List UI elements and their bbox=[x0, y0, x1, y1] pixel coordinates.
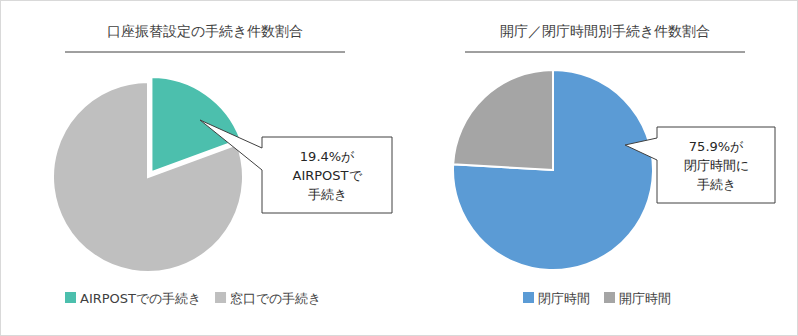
pie-slice bbox=[453, 70, 553, 170]
legend: AIRPOSTでの手続き 窓口での手続き bbox=[65, 291, 321, 306]
annotation: 19.4%が bbox=[300, 149, 355, 164]
annotation: 75.9%が bbox=[689, 139, 744, 154]
chart-title: 口座振替設定の手続き件数割合 bbox=[107, 23, 303, 39]
legend-swatch bbox=[215, 292, 226, 303]
pie-chart: 開庁／閉庁時間別手続き件数割合 75.9%が閉庁時間に手続き閉庁時間 開庁時間 bbox=[453, 23, 775, 306]
chart-title: 開庁／閉庁時間別手続き件数割合 bbox=[500, 23, 710, 39]
legend-swatch bbox=[523, 292, 534, 303]
legend-label: AIRPOSTでの手続き bbox=[80, 291, 201, 306]
legend-label: 閉庁時間 bbox=[538, 291, 590, 306]
legend-label: 開庁時間 bbox=[619, 291, 671, 306]
legend-swatch bbox=[65, 292, 76, 303]
annotation: 手続き bbox=[697, 177, 736, 192]
title-underline bbox=[65, 52, 345, 53]
pie-slice bbox=[53, 82, 243, 272]
pie-slice bbox=[453, 70, 653, 270]
pie-chart: 口座振替設定の手続き件数割合 19.4%が AIRPOSTで手続き AIRPOSTでの… bbox=[53, 23, 392, 306]
legend-swatch bbox=[604, 292, 615, 303]
pie-slices bbox=[453, 70, 653, 270]
annotation: AIRPOSTで bbox=[292, 168, 362, 183]
callout-box bbox=[200, 120, 392, 213]
annotation: 閉庁時間に bbox=[684, 158, 749, 173]
title-underline bbox=[465, 52, 745, 53]
callout-box bbox=[625, 127, 775, 203]
frame bbox=[1, 1, 798, 336]
legend: 閉庁時間 開庁時間 bbox=[523, 291, 671, 306]
legend-label: 窓口での手続き bbox=[230, 291, 321, 306]
annotation: 手続き bbox=[308, 187, 347, 202]
pie-slices bbox=[53, 77, 243, 272]
